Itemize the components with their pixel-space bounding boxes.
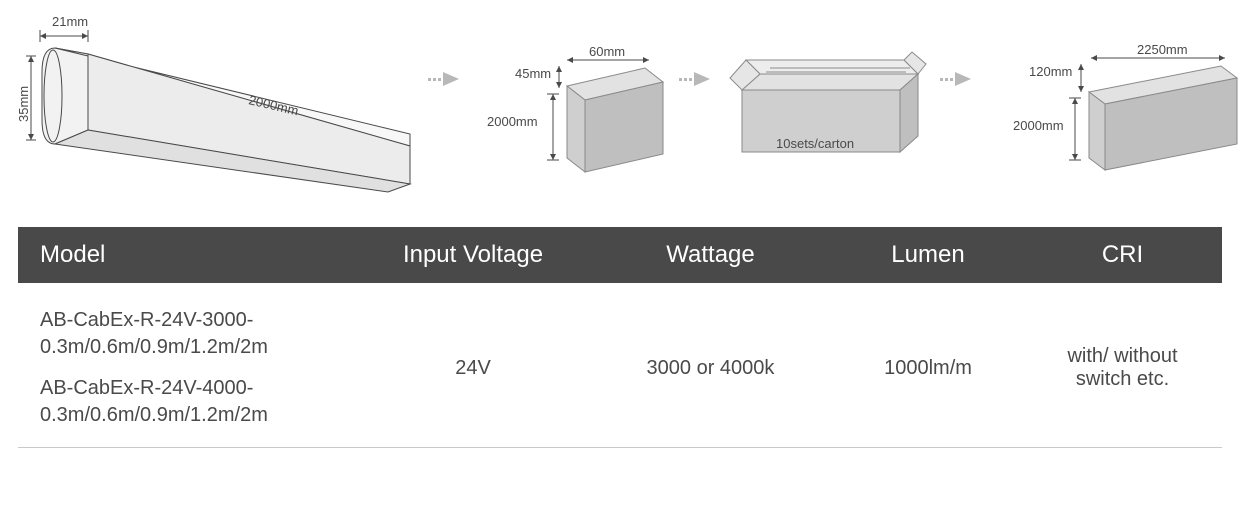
model-line: AB-CabEx-R-24V-4000- [40,375,336,402]
table-header-row: Model Input Voltage Wattage Lumen CRI [18,227,1222,283]
th-voltage: Input Voltage [358,241,588,269]
arrow-1 [428,72,459,86]
box1-left: 45mm [515,66,551,81]
td-wattage: 3000 or 4000k [588,357,833,380]
th-model: Model [18,241,358,269]
box3-left: 120mm [1029,64,1072,79]
arrow-2 [679,72,710,86]
model-line: AB-CabEx-R-24V-3000- [40,307,336,334]
box3-top: 2250mm [1137,42,1188,57]
td-model: AB-CabEx-R-24V-3000- 0.3m/0.6m/0.9m/1.2m… [18,307,358,429]
dim-width: 21mm [52,14,88,29]
td-cri: with/ without switch etc. [1023,345,1222,391]
td-voltage: 24V [358,357,588,380]
product-svg: 21mm 35mm 2000mm [18,12,418,202]
package-shipping-box: 2250mm 120mm 2000mm [981,12,1240,187]
spec-table: Model Input Voltage Wattage Lumen CRI AB… [18,227,1222,448]
box1-depth: 2000mm [487,114,538,129]
box1-top: 60mm [589,44,625,59]
model-line: 0.3m/0.6m/0.9m/1.2m/2m [40,402,336,429]
td-lumen: 1000lm/m [833,357,1023,380]
box3-svg: 2250mm 120mm 2000mm [981,12,1240,182]
th-wattage: Wattage [588,241,833,269]
product-drawing: 21mm 35mm 2000mm [18,12,418,207]
package-carton-open: 10sets/carton [720,12,930,187]
th-lumen: Lumen [833,241,1023,269]
table-row: AB-CabEx-R-24V-3000- 0.3m/0.6m/0.9m/1.2m… [18,283,1222,448]
th-cri: CRI [1023,241,1222,269]
dim-height: 35mm [18,86,31,122]
package-box-small: 60mm 45mm 2000mm [469,12,669,187]
box1-svg: 60mm 45mm 2000mm [469,12,669,182]
model-line: 0.3m/0.6m/0.9m/1.2m/2m [40,334,336,361]
box2-caption: 10sets/carton [776,136,854,151]
diagrams-row: 21mm 35mm 2000mm [0,0,1240,207]
box2-svg: 10sets/carton [720,12,930,182]
arrow-3 [940,72,971,86]
box3-depth: 2000mm [1013,118,1064,133]
